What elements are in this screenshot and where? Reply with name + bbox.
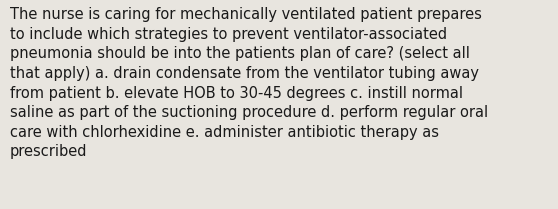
Text: The nurse is caring for mechanically ventilated patient prepares
to include whic: The nurse is caring for mechanically ven… bbox=[10, 7, 488, 159]
